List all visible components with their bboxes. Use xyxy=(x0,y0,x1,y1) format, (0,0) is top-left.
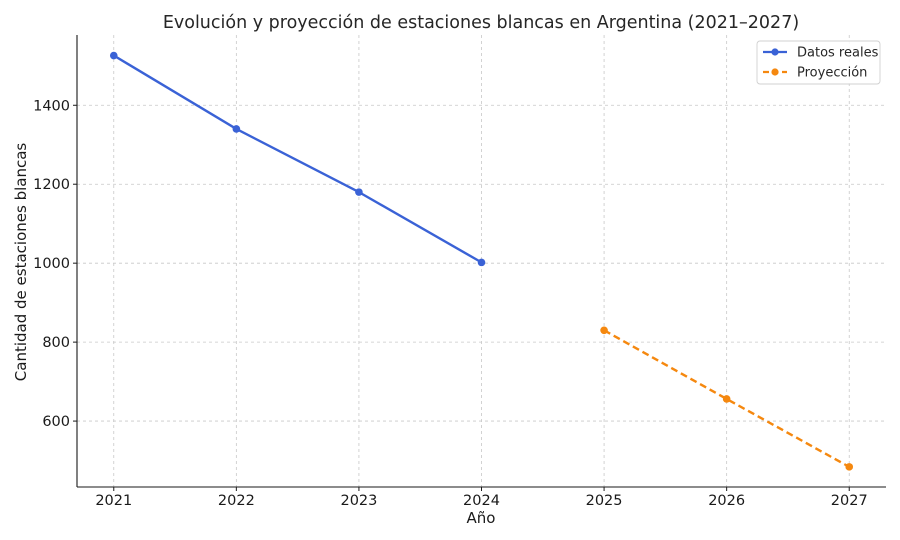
x-tick-label: 2027 xyxy=(831,493,868,509)
y-tick-label: 1400 xyxy=(33,98,70,114)
legend-box xyxy=(756,40,881,85)
data-point-proyeccion xyxy=(845,463,854,471)
y-axis-label: Cantidad de estaciones blancas xyxy=(12,143,30,382)
y-tick-label: 1200 xyxy=(33,177,70,193)
x-axis-label: Año xyxy=(467,509,496,527)
series-line-datos-reales xyxy=(113,54,483,264)
x-tick-label: 2022 xyxy=(218,493,255,509)
legend: Datos reales Proyección xyxy=(756,40,881,85)
ticks-layer: 2021 2022 2023 2024 2025 2026 2027 600 800 1000 12… xyxy=(33,98,868,509)
y-tick-label: 800 xyxy=(42,335,70,351)
legend-marker-proyeccion xyxy=(771,68,779,76)
x-tick-label: 2023 xyxy=(340,493,377,509)
series-line-proyeccion xyxy=(603,329,850,468)
data-point-datos-reales xyxy=(109,51,118,60)
legend-label-datos-reales: Datos reales xyxy=(797,46,879,61)
x-tick-label: 2025 xyxy=(586,493,623,509)
x-tick-label: 2026 xyxy=(708,493,745,509)
data-point-datos-reales xyxy=(477,258,486,267)
legend-marker-datos-reales xyxy=(771,48,779,56)
y-tick-label: 1000 xyxy=(33,256,70,272)
y-tick-label: 600 xyxy=(42,414,70,430)
data-point-proyeccion xyxy=(600,326,608,335)
series-layer xyxy=(109,51,854,471)
data-point-datos-reales xyxy=(355,188,363,196)
legend-label-proyeccion: Proyección xyxy=(797,66,867,81)
data-point-proyeccion xyxy=(722,395,731,403)
chart-title: Evolución y proyección de estaciones bla… xyxy=(163,13,799,33)
x-tick-label: 2021 xyxy=(95,493,132,509)
data-point-datos-reales xyxy=(232,125,241,133)
x-tick-label: 2024 xyxy=(463,493,500,509)
